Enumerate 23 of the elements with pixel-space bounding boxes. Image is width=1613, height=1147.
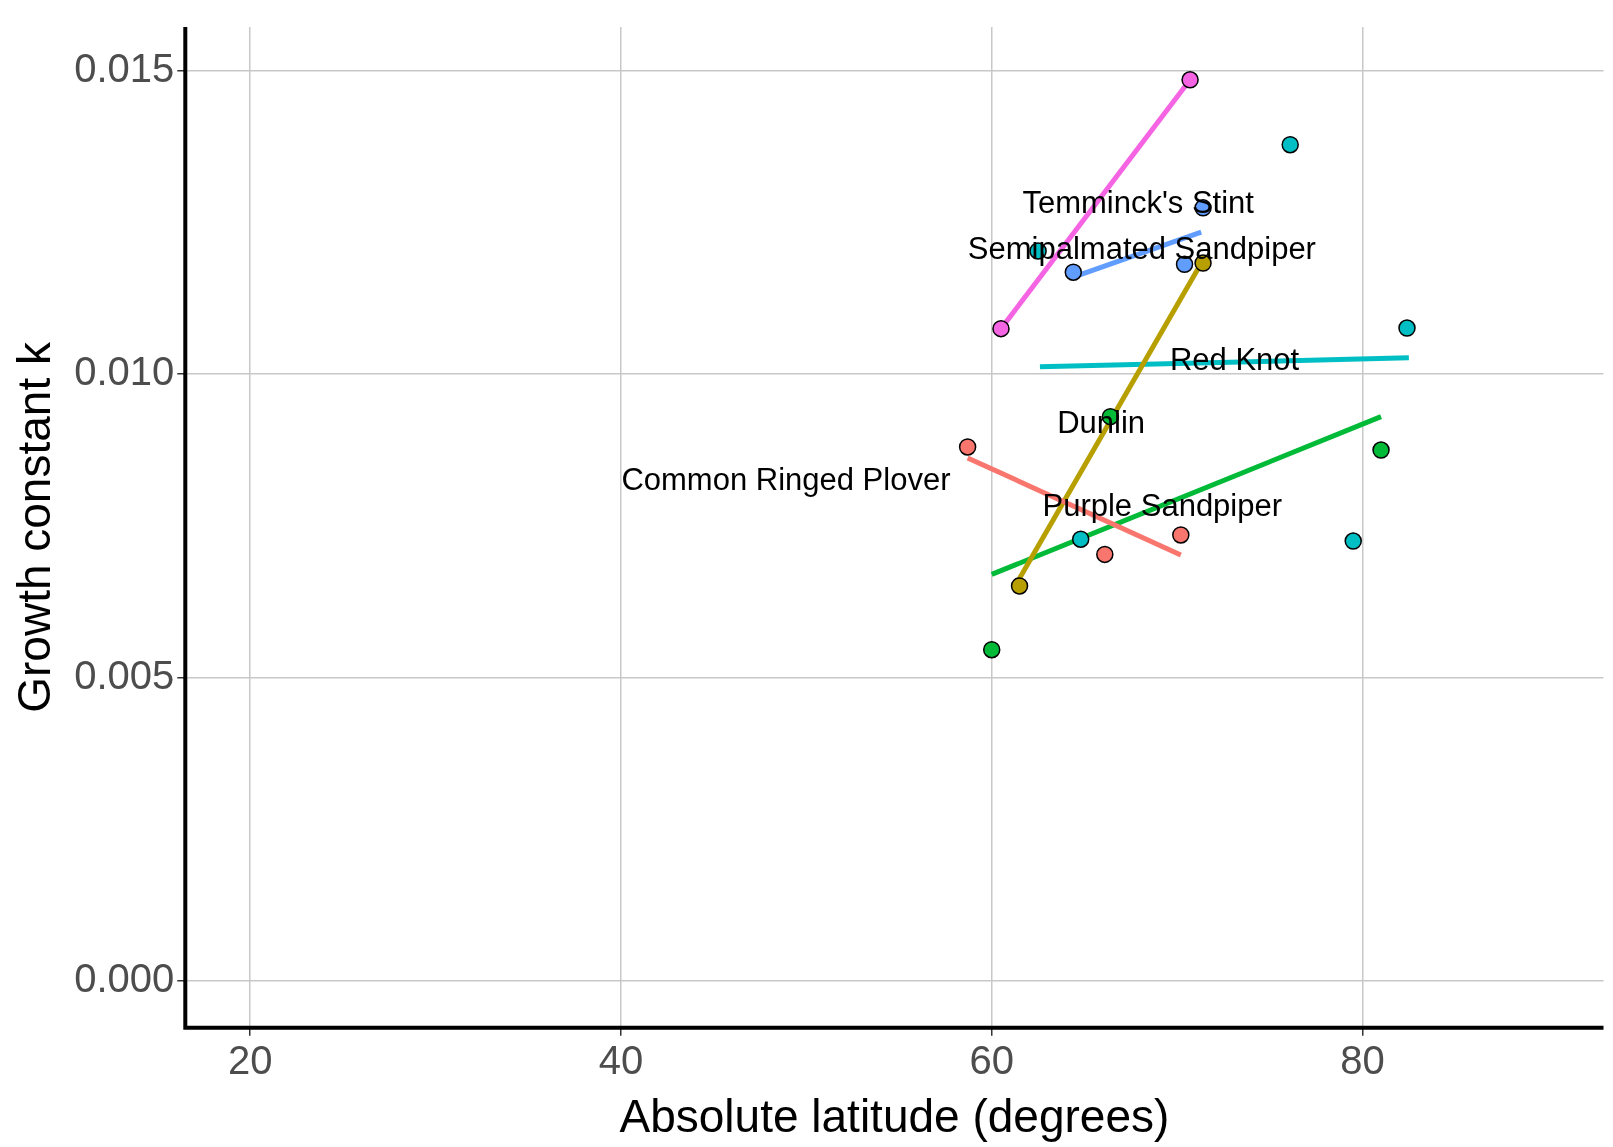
point bbox=[1071, 530, 1090, 548]
y-tick-label: 0.000 bbox=[74, 956, 175, 1001]
point bbox=[992, 319, 1010, 338]
y-tick-label: 0.015 bbox=[74, 45, 175, 90]
point bbox=[1372, 441, 1390, 459]
annotation: Common Ringed Plover bbox=[621, 462, 951, 498]
x-tick-label: 60 bbox=[969, 1037, 1014, 1082]
point bbox=[1344, 532, 1362, 550]
point bbox=[1010, 577, 1029, 595]
point bbox=[958, 438, 977, 456]
y-tick-label: 0.010 bbox=[74, 349, 175, 394]
point bbox=[1181, 71, 1199, 89]
point bbox=[1398, 319, 1416, 337]
x-axis-title: Absolute latitude (degrees) bbox=[619, 1090, 1170, 1143]
x-tick-label: 40 bbox=[598, 1037, 644, 1082]
y-axis-title: Growth constant k bbox=[8, 341, 61, 713]
point bbox=[1281, 135, 1299, 154]
x-tick-label: 80 bbox=[1340, 1037, 1385, 1082]
point bbox=[982, 640, 1001, 659]
point bbox=[1172, 526, 1190, 544]
y-tick-label: 0.005 bbox=[74, 652, 175, 697]
x-tick-label: 20 bbox=[227, 1037, 273, 1082]
point bbox=[1096, 545, 1114, 564]
